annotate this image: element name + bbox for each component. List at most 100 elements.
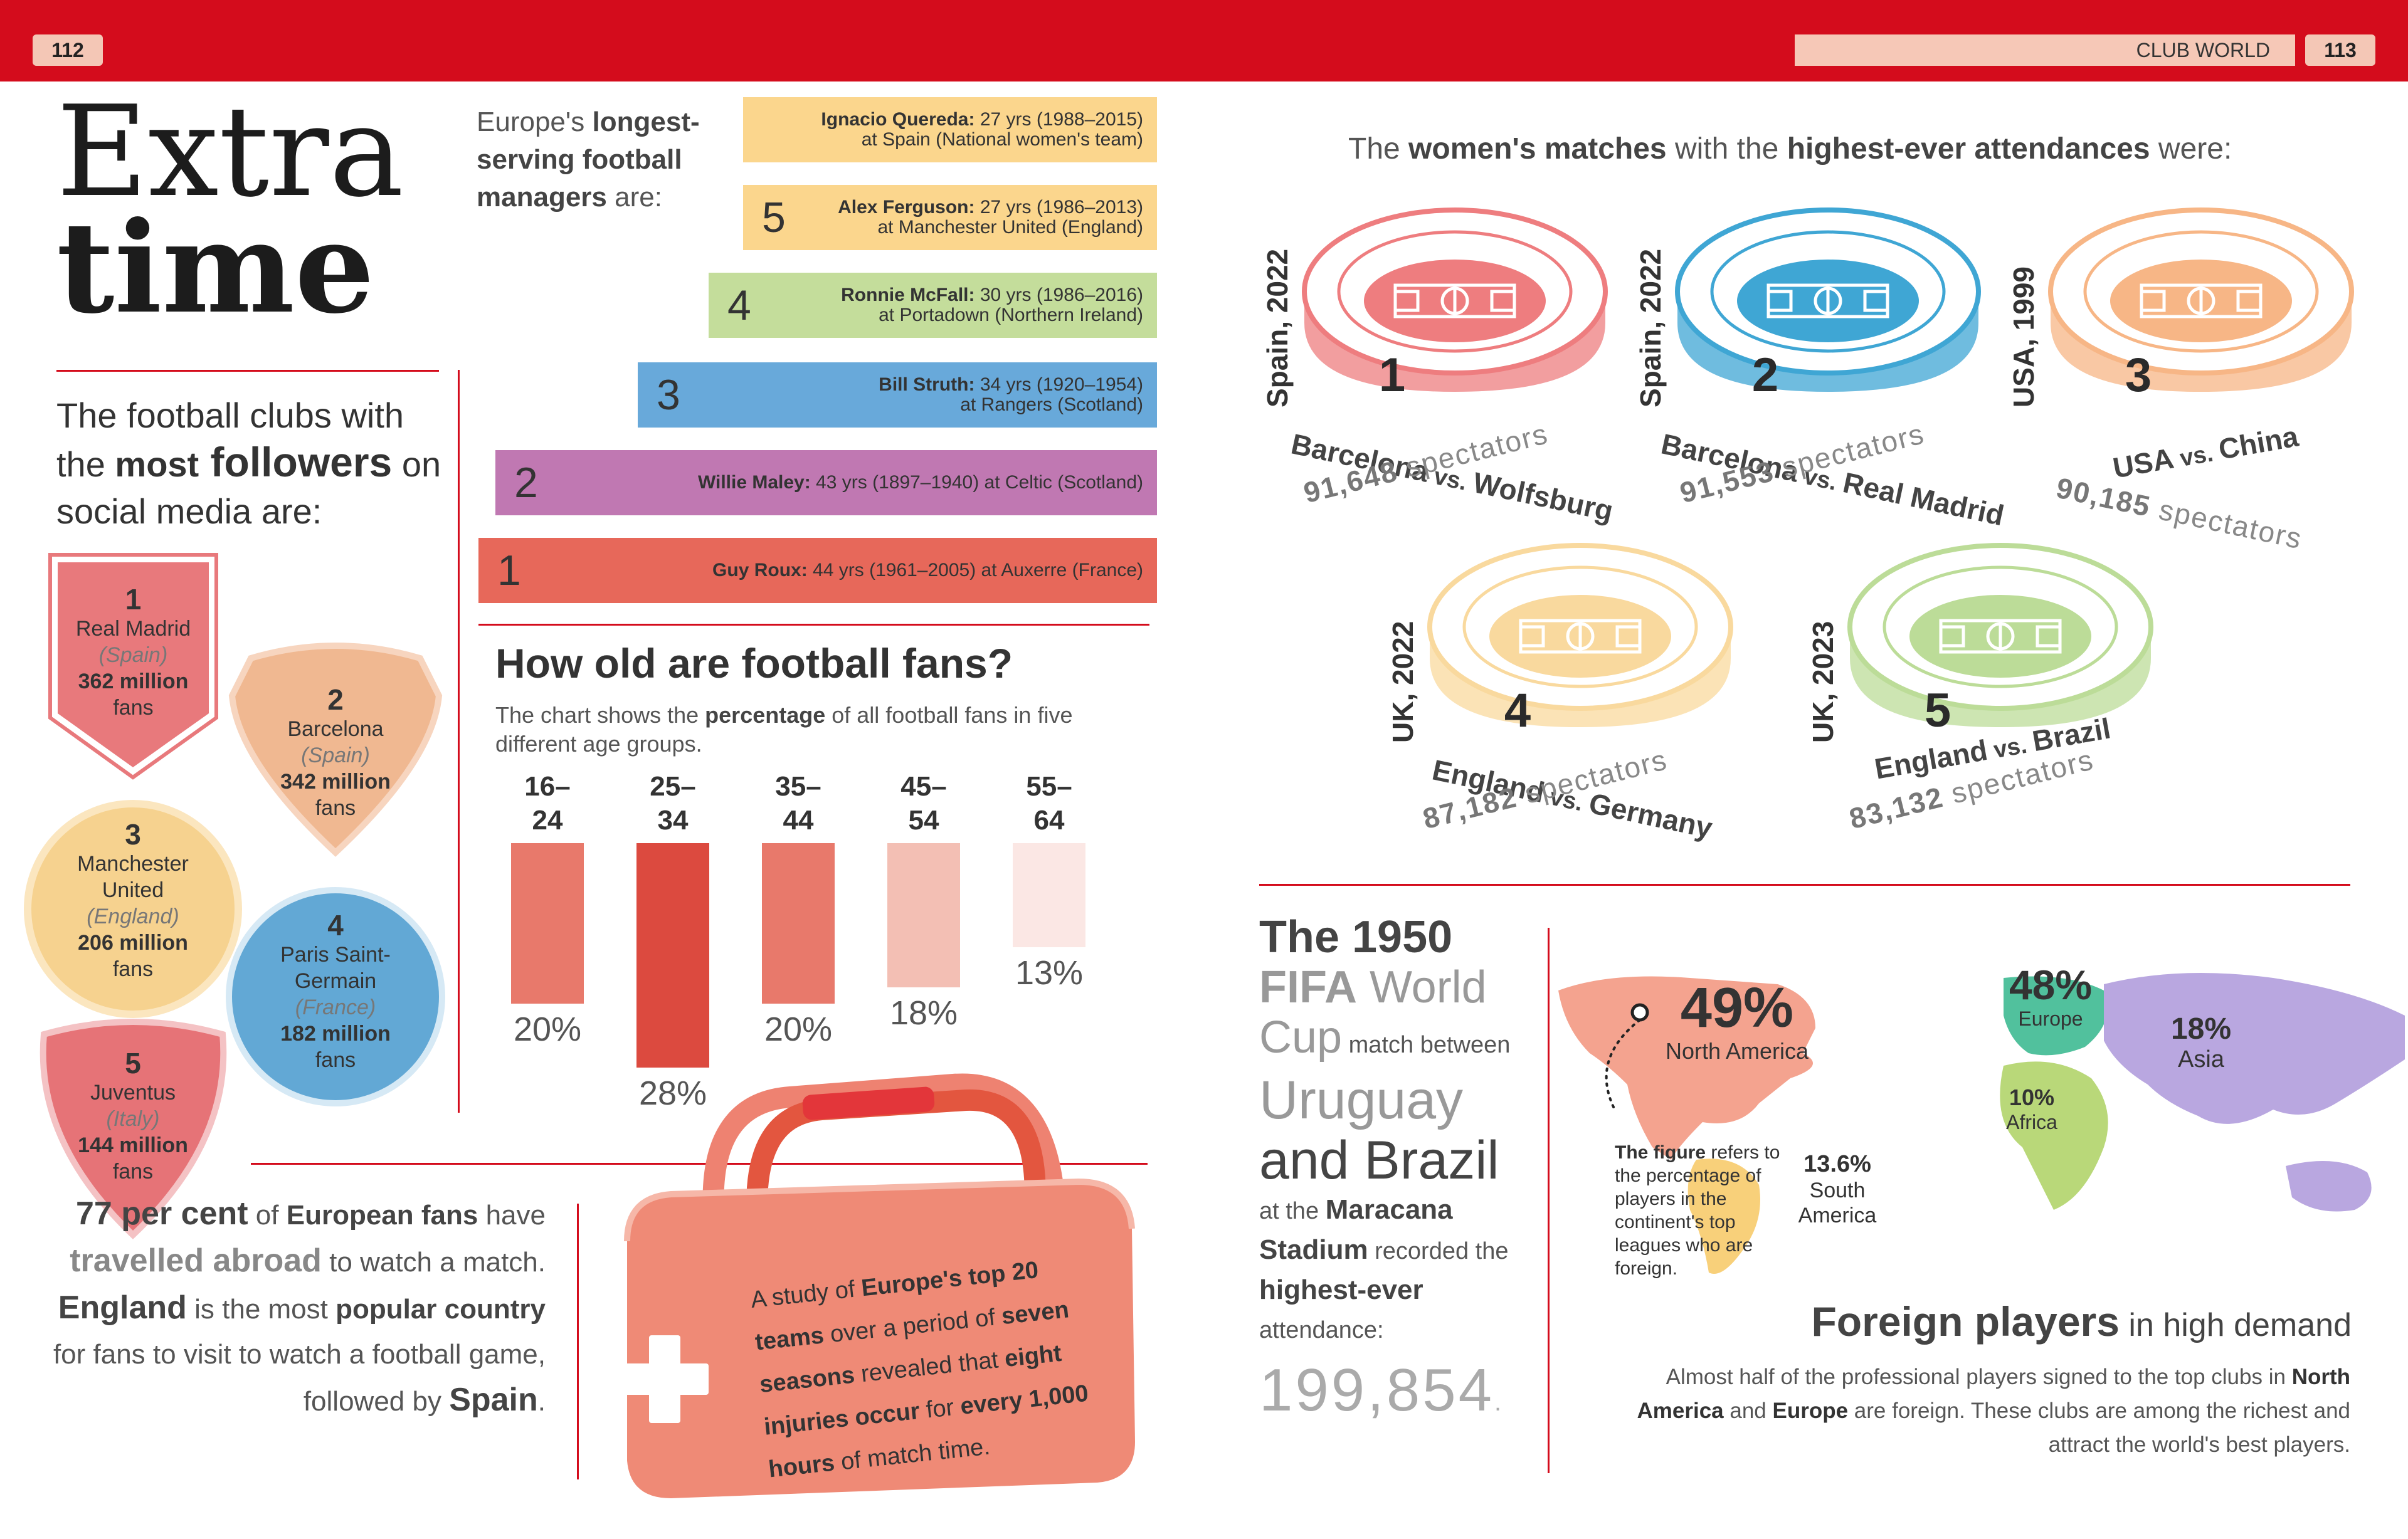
foreign-players-body: Almost half of the professional players …: [1630, 1360, 2350, 1462]
injury-text-part: A study of: [749, 1275, 863, 1313]
travel-bold: travelled abroad: [70, 1242, 322, 1279]
wc-text-part: at the: [1259, 1198, 1326, 1224]
medical-cross-icon: [621, 1335, 709, 1423]
travel-bold: popular country: [335, 1294, 546, 1325]
managers-intro-bold: longest-serving football managers: [477, 107, 700, 213]
region-name: North America: [1665, 1038, 1809, 1064]
manager-rank: 2: [514, 459, 538, 507]
manager-bar: 4 Ronnie McFall: 30 yrs (1986–2016) at Po…: [709, 273, 1157, 338]
injury-text-part: of match time.: [833, 1433, 991, 1476]
region-name: Europe: [2018, 1007, 2083, 1030]
match-rank: 4: [1504, 684, 1531, 737]
wc-maracana: Maracana: [1325, 1194, 1453, 1225]
wc-highest-ever: highest-ever: [1259, 1274, 1423, 1305]
region-pct: 49%: [1680, 977, 1794, 1039]
ages-title: How old are football fans?: [495, 640, 1013, 686]
manager-detail-2: at Portadown (Northern Ireland): [879, 305, 1143, 325]
bag-grip: [802, 1086, 935, 1120]
stadium-graphic: [1675, 207, 1981, 392]
region-pct: 18%: [2170, 1012, 2232, 1046]
match-year: Spain, 2022: [1261, 248, 1294, 407]
match-year: UK, 2022: [1386, 621, 1419, 743]
club-followers: 144 million: [78, 1133, 188, 1157]
wm-title-bold: women's matches: [1408, 132, 1667, 165]
stadium-graphic: [2048, 207, 2354, 392]
age-bar-value-label: 28%: [638, 1074, 707, 1113]
club-badges-graphic: [24, 553, 445, 1239]
fp-title-rest: in high demand: [2119, 1307, 2352, 1343]
fp-body-part: Almost half of the professional players …: [1666, 1365, 2292, 1389]
match-rank: 2: [1751, 349, 1779, 402]
manager-rank: 4: [727, 281, 751, 329]
club-badge-5: 5 Juventus (Italy) 144 million fans: [51, 1047, 214, 1185]
africa-shape: [2000, 1061, 2108, 1210]
section-label: CLUB WORLD: [1795, 34, 2295, 66]
match-rank: 1: [1378, 349, 1406, 402]
age-label-end: 44: [783, 805, 814, 836]
wc-and-brazil: and Brazil: [1259, 1130, 1499, 1190]
womens-matches-title: The women's matches with the highest-eve…: [1348, 132, 2232, 166]
injury-text: A study of Europe's top 20 teams over a …: [749, 1242, 1120, 1491]
age-label-start: 25–: [650, 771, 696, 802]
wc-fifa: FIFA: [1259, 962, 1357, 1012]
manager-detail: 34 yrs (1920–1954): [974, 374, 1143, 395]
club-name: Real Madrid: [75, 617, 191, 641]
manager-text: Alex Ferguson: 27 yrs (1986–2013) at Manc…: [806, 197, 1157, 238]
badge-5-shape: [40, 1019, 227, 1239]
travel-bold: 77 per cent: [76, 1195, 248, 1232]
wc-dot: .: [1494, 1389, 1504, 1416]
club-followers: 206 million: [78, 931, 188, 955]
wc-stadium: Stadium: [1259, 1234, 1368, 1265]
wm-title-part: with the: [1666, 132, 1787, 165]
age-label-start: 35–: [775, 771, 821, 802]
manager-rank: 5: [762, 194, 786, 241]
manager-name: Bill Struth:: [879, 374, 975, 395]
wm-title-part: The: [1348, 132, 1409, 165]
fp-body-bold: North America: [1637, 1365, 2350, 1423]
badge-3-shape: [24, 800, 242, 1018]
followers-intro-a: The football clubs with the: [56, 396, 404, 484]
travel-text-part: to watch a match.: [321, 1247, 546, 1278]
region-pct: 48%: [2009, 962, 2093, 1008]
club-followers: 182 million: [280, 1022, 391, 1046]
manager-detail: 27 yrs (1988–2015): [974, 109, 1143, 130]
manager-rank: 1: [497, 547, 521, 594]
region-pct: 13.6%: [1803, 1151, 1871, 1177]
club-unit: fans: [113, 696, 154, 720]
europe-shape: [2004, 976, 2108, 1056]
badge-2-shape: [228, 643, 443, 857]
travel-text: 77 per cent of European fans have travel…: [44, 1191, 546, 1424]
spectator-count: 83,132: [1846, 780, 1947, 836]
ages-subtitle-c: of all football fans in five different a…: [495, 702, 1073, 757]
managers-intro-a: Europe's: [477, 107, 593, 137]
wc-match-between: match between: [1342, 1032, 1511, 1058]
age-group-label: 35– 44: [736, 770, 861, 838]
match-teams: USA vs. China: [2110, 419, 2301, 485]
club-country: (England): [87, 905, 179, 928]
team-2: China: [2215, 419, 2301, 466]
travel-text-part: .: [537, 1386, 546, 1417]
age-bar: [1013, 843, 1085, 948]
followers-intro: The football clubs with the most followe…: [56, 392, 445, 535]
club-name: Paris Saint-Germain: [280, 943, 391, 993]
manager-name: Guy Roux:: [712, 560, 808, 580]
manager-name: Willie Maley:: [697, 472, 811, 493]
medical-bag-illustration: [621, 1073, 1135, 1498]
wm-title-bold: highest-ever attendances: [1787, 132, 2150, 165]
fp-body-bold: Europe: [1772, 1399, 1849, 1423]
club-badge-1: 1 Real Madrid (Spain) 362 million fans: [58, 583, 209, 721]
age-label-end: 24: [532, 805, 563, 836]
club-badge-3: 3 Manchester United (England) 206 millio…: [45, 818, 221, 982]
divider: [56, 370, 439, 372]
wc-uruguay: Uruguay: [1259, 1070, 1464, 1130]
injury-text-part: over a period of: [822, 1303, 1003, 1349]
club-country: (Italy): [106, 1107, 160, 1131]
club-rank: 4: [327, 909, 344, 942]
wc-attendance-number: 199,854: [1259, 1357, 1495, 1424]
match-year: Spain, 2022: [1634, 248, 1667, 407]
managers-intro: Europe's longest-serving football manage…: [477, 103, 740, 216]
age-group-label: 16– 24: [485, 770, 610, 838]
injury-text-part: for: [918, 1394, 962, 1424]
stadium-graphic: [1302, 207, 1608, 392]
club-rank: 3: [125, 818, 141, 851]
